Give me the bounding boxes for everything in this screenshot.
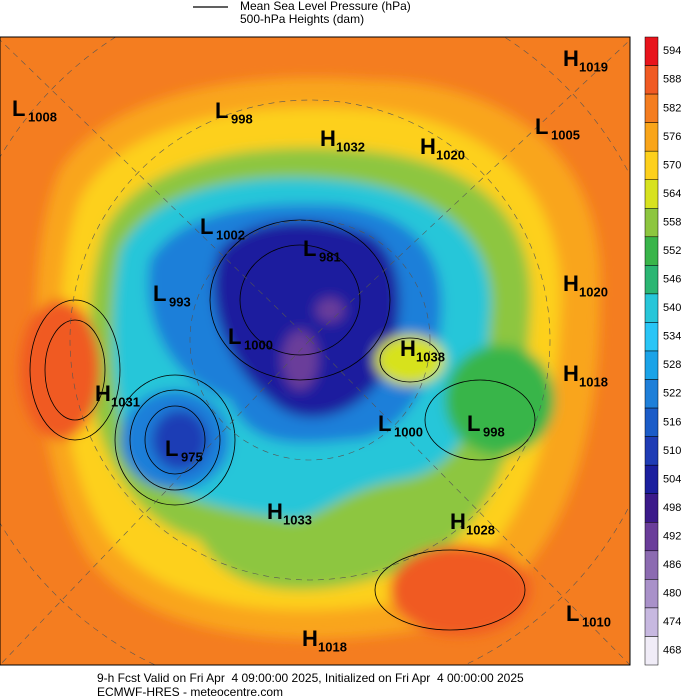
center-letter: H bbox=[563, 361, 579, 386]
center-pressure: 1028 bbox=[466, 522, 495, 537]
colorbar-label: 516 bbox=[663, 416, 681, 428]
colorbar-swatch bbox=[644, 636, 659, 666]
colorbar-label: 474 bbox=[663, 616, 681, 628]
legend-pressure: Mean Sea Level Pressure (hPa) bbox=[240, 0, 411, 13]
colorbar-label: 480 bbox=[663, 588, 681, 600]
colorbar-swatch bbox=[644, 464, 659, 494]
center-pressure: 975 bbox=[181, 449, 203, 464]
center-letter: L bbox=[153, 281, 166, 306]
colorbar-swatch bbox=[644, 350, 659, 380]
center-letter: L bbox=[566, 601, 579, 626]
center-pressure: 1005 bbox=[551, 127, 580, 142]
colorbar-label: 510 bbox=[663, 445, 681, 457]
center-letter: H bbox=[95, 381, 111, 406]
center-letter: H bbox=[420, 134, 436, 159]
colorbar-label: 558 bbox=[663, 216, 681, 228]
colorbar-swatch bbox=[644, 379, 659, 409]
center-letter: H bbox=[267, 499, 283, 524]
center-letter: L bbox=[303, 236, 316, 261]
center-letter: H bbox=[302, 626, 318, 651]
colorbar-swatch bbox=[644, 293, 659, 323]
colorbar-label: 582 bbox=[663, 102, 681, 114]
footer-valid: 9-h Fcst Valid on Fri Apr 4 09:00:00 202… bbox=[97, 671, 524, 685]
colorbar-swatch bbox=[644, 579, 659, 609]
colorbar-label: 522 bbox=[663, 388, 681, 400]
center-pressure: 1018 bbox=[579, 374, 608, 389]
center-pressure: 1038 bbox=[416, 349, 445, 364]
colorbar-swatch bbox=[644, 150, 659, 180]
center-letter: L bbox=[378, 411, 391, 436]
center-pressure: 981 bbox=[319, 249, 341, 264]
center-letter: H bbox=[400, 336, 416, 361]
center-pressure: 993 bbox=[169, 294, 191, 309]
center-letter: L bbox=[12, 96, 25, 121]
center-letter: H bbox=[450, 509, 466, 534]
colorbar-swatch bbox=[644, 522, 659, 552]
height-field bbox=[20, 77, 601, 639]
colorbar-label: 576 bbox=[663, 131, 681, 143]
colorbar-label: 552 bbox=[663, 245, 681, 257]
center-pressure: 1019 bbox=[579, 59, 608, 74]
colorbar-label: 468 bbox=[663, 645, 681, 657]
center-pressure: 998 bbox=[231, 111, 253, 126]
center-pressure: 1033 bbox=[283, 512, 312, 527]
center-letter: L bbox=[200, 214, 213, 239]
center-pressure: 1031 bbox=[111, 394, 140, 409]
colorbar-swatch bbox=[644, 550, 659, 580]
legend-header: Mean Sea Level Pressure (hPa) 500-hPa He… bbox=[193, 0, 411, 26]
map-frame bbox=[0, 36, 631, 666]
center-letter: H bbox=[563, 46, 579, 71]
colorbar-label: 498 bbox=[663, 502, 681, 514]
center-letter: L bbox=[535, 114, 548, 139]
center-pressure: 1010 bbox=[582, 614, 611, 629]
isobars bbox=[29, 219, 536, 631]
colorbar-swatch bbox=[644, 65, 659, 95]
colorbar-swatch bbox=[644, 407, 659, 437]
center-pressure: 1008 bbox=[28, 109, 57, 124]
center-letter: H bbox=[563, 271, 579, 296]
center-pressure: 998 bbox=[483, 424, 505, 439]
colorbar-label: 486 bbox=[663, 559, 681, 571]
center-pressure: 1020 bbox=[436, 147, 465, 162]
colorbar-label: 570 bbox=[663, 159, 681, 171]
colorbar-label: 534 bbox=[663, 331, 681, 343]
colorbar-swatch bbox=[644, 493, 659, 523]
legend-heights: 500-hPa Heights (dam) bbox=[240, 12, 364, 26]
center-letter: L bbox=[467, 411, 480, 436]
colorbar-label: 540 bbox=[663, 302, 681, 314]
colorbar-swatch bbox=[644, 322, 659, 352]
center-pressure: 1000 bbox=[394, 424, 423, 439]
colorbar-swatch bbox=[644, 607, 659, 637]
colorbar-swatch bbox=[644, 93, 659, 123]
center-letter: L bbox=[165, 436, 178, 461]
center-letter: L bbox=[215, 98, 228, 123]
colorbar-swatch bbox=[644, 122, 659, 152]
center-pressure: 1018 bbox=[318, 639, 347, 654]
center-letter: H bbox=[320, 126, 336, 151]
center-pressure: 1002 bbox=[216, 227, 245, 242]
center-pressure: 1000 bbox=[244, 337, 273, 352]
colorbar-swatch bbox=[644, 208, 659, 238]
colorbar-swatch bbox=[644, 436, 659, 466]
center-pressure: 1032 bbox=[336, 139, 365, 154]
colorbar-swatch bbox=[644, 179, 659, 209]
colorbar-label: 588 bbox=[663, 74, 681, 86]
colorbar-label: 594 bbox=[663, 45, 681, 57]
colorbar-swatch bbox=[644, 265, 659, 295]
colorbar-swatch bbox=[644, 236, 659, 266]
colorbar-label: 546 bbox=[663, 274, 681, 286]
center-pressure: 1020 bbox=[579, 284, 608, 299]
colorbar-label: 564 bbox=[663, 188, 681, 200]
colorbar-label: 528 bbox=[663, 359, 681, 371]
colorbar-label: 492 bbox=[663, 530, 681, 542]
colorbar: 594 588 582 576 570 564 558 552 546 540 534 528 522 5… bbox=[644, 36, 681, 666]
footer-source: ECMWF-HRES - meteocentre.com bbox=[97, 685, 283, 699]
colorbar-label: 504 bbox=[663, 473, 681, 485]
colorbar-swatch bbox=[644, 36, 659, 66]
center-letter: L bbox=[228, 324, 241, 349]
